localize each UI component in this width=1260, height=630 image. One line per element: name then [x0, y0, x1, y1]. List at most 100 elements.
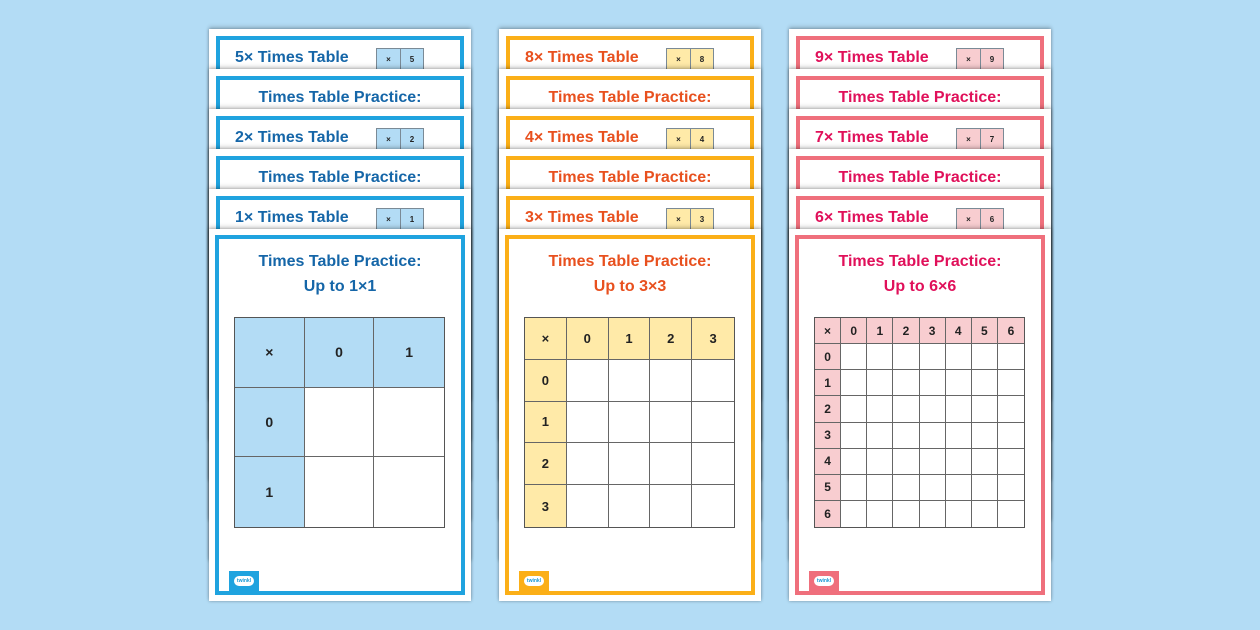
answer-cell[interactable] — [971, 474, 998, 501]
answer-cell[interactable] — [867, 422, 894, 449]
answer-cell[interactable] — [893, 500, 920, 527]
answer-cell[interactable] — [650, 401, 693, 444]
answer-cell[interactable] — [945, 422, 972, 449]
answer-cell[interactable] — [608, 485, 651, 527]
answer-cell[interactable] — [945, 474, 972, 501]
answer-cell[interactable] — [841, 422, 868, 449]
answer-cell[interactable] — [841, 344, 868, 371]
answer-cell[interactable] — [997, 474, 1024, 501]
grid-corner: × — [815, 318, 842, 345]
sheet-title: 2× Times Table — [235, 129, 349, 146]
answer-cell[interactable] — [945, 370, 972, 397]
answer-cell[interactable] — [893, 422, 920, 449]
answer-cell[interactable] — [971, 396, 998, 423]
answer-cell[interactable] — [566, 485, 609, 527]
answer-cell[interactable] — [867, 396, 894, 423]
grid-column-header: 2 — [893, 318, 920, 345]
answer-cell[interactable] — [304, 457, 375, 527]
answer-cell[interactable] — [692, 359, 734, 402]
answer-cell[interactable] — [997, 370, 1024, 397]
answer-cell[interactable] — [692, 443, 734, 486]
multiply-symbol: × — [957, 209, 980, 229]
grid-column-header: 3 — [692, 318, 734, 360]
grid-column-header: 6 — [997, 318, 1024, 345]
answer-cell[interactable] — [608, 443, 651, 486]
answer-cell[interactable] — [945, 448, 972, 475]
answer-cell[interactable] — [608, 359, 651, 402]
answer-cell[interactable] — [566, 359, 609, 402]
answer-cell[interactable] — [997, 422, 1024, 449]
answer-cell[interactable] — [945, 344, 972, 371]
practice-title: Times Table Practice: Up to 6×6 — [789, 249, 1051, 299]
answer-cell[interactable] — [919, 448, 946, 475]
answer-cell[interactable] — [971, 344, 998, 371]
answer-cell[interactable] — [304, 387, 375, 458]
answer-cell[interactable] — [919, 370, 946, 397]
answer-cell[interactable] — [841, 448, 868, 475]
grid-row-header: 1 — [815, 370, 842, 397]
mini-table-badge: × 9 — [956, 48, 1004, 70]
grid-row-header: 0 — [235, 387, 305, 458]
answer-cell[interactable] — [867, 370, 894, 397]
mini-table-badge: × 6 — [956, 208, 1004, 230]
title-line-1: Times Table Practice: — [838, 253, 1002, 270]
twinkl-logo-icon: twinkl — [229, 571, 259, 591]
answer-cell[interactable] — [919, 396, 946, 423]
answer-cell[interactable] — [893, 344, 920, 371]
grid-column-header: 1 — [608, 318, 651, 360]
answer-cell[interactable] — [893, 370, 920, 397]
answer-cell[interactable] — [841, 500, 868, 527]
sheet-border — [215, 235, 465, 595]
grid-row-header: 2 — [815, 396, 842, 423]
answer-cell[interactable] — [997, 396, 1024, 423]
mini-table-badge: × 3 — [666, 208, 714, 230]
answer-cell[interactable] — [650, 485, 693, 527]
sheet-title: 6× Times Table — [815, 209, 929, 226]
answer-cell[interactable] — [919, 422, 946, 449]
answer-cell[interactable] — [945, 396, 972, 423]
practice-sheet-main[interactable]: Times Table Practice: Up to 3×3 × 0 1 2 3 0 1 2 3 t… — [499, 229, 761, 601]
answer-cell[interactable] — [841, 474, 868, 501]
grid-row-header: 1 — [235, 457, 305, 527]
answer-cell[interactable] — [997, 500, 1024, 527]
answer-cell[interactable] — [971, 370, 998, 397]
practice-sheet-main[interactable]: Times Table Practice: Up to 6×6 × 0 1 2 3 4 5 6 0 1… — [789, 229, 1051, 601]
answer-cell[interactable] — [841, 370, 868, 397]
answer-cell[interactable] — [997, 344, 1024, 371]
answer-cell[interactable] — [566, 443, 609, 486]
grid-column-header: 2 — [650, 318, 693, 360]
answer-cell[interactable] — [867, 344, 894, 371]
answer-cell[interactable] — [971, 448, 998, 475]
answer-cell[interactable] — [608, 401, 651, 444]
grid-column-header: 1 — [374, 318, 444, 388]
answer-cell[interactable] — [692, 485, 734, 527]
grid-row-header: 5 — [815, 474, 842, 501]
answer-cell[interactable] — [945, 500, 972, 527]
multiplication-grid: × 0 1 2 3 4 5 6 0 1 2 3 4 5 6 — [814, 317, 1025, 528]
answer-cell[interactable] — [919, 500, 946, 527]
answer-cell[interactable] — [650, 443, 693, 486]
grid-column-header: 0 — [566, 318, 609, 360]
answer-cell[interactable] — [867, 474, 894, 501]
answer-cell[interactable] — [997, 448, 1024, 475]
answer-cell[interactable] — [867, 448, 894, 475]
mini-table-badge: × 8 — [666, 48, 714, 70]
answer-cell[interactable] — [692, 401, 734, 444]
answer-cell[interactable] — [919, 474, 946, 501]
answer-cell[interactable] — [841, 396, 868, 423]
badge-number: 4 — [690, 129, 713, 149]
answer-cell[interactable] — [971, 500, 998, 527]
answer-cell[interactable] — [374, 457, 444, 527]
answer-cell[interactable] — [374, 387, 444, 458]
answer-cell[interactable] — [971, 422, 998, 449]
practice-sheet-main[interactable]: Times Table Practice: Up to 1×1 × 0 1 0 1 twink… — [209, 229, 471, 601]
logo-text: twinkl — [813, 576, 835, 586]
answer-cell[interactable] — [919, 344, 946, 371]
answer-cell[interactable] — [893, 396, 920, 423]
answer-cell[interactable] — [650, 359, 693, 402]
answer-cell[interactable] — [893, 474, 920, 501]
answer-cell[interactable] — [566, 401, 609, 444]
answer-cell[interactable] — [893, 448, 920, 475]
grid-column-header: 4 — [945, 318, 972, 345]
answer-cell[interactable] — [867, 500, 894, 527]
